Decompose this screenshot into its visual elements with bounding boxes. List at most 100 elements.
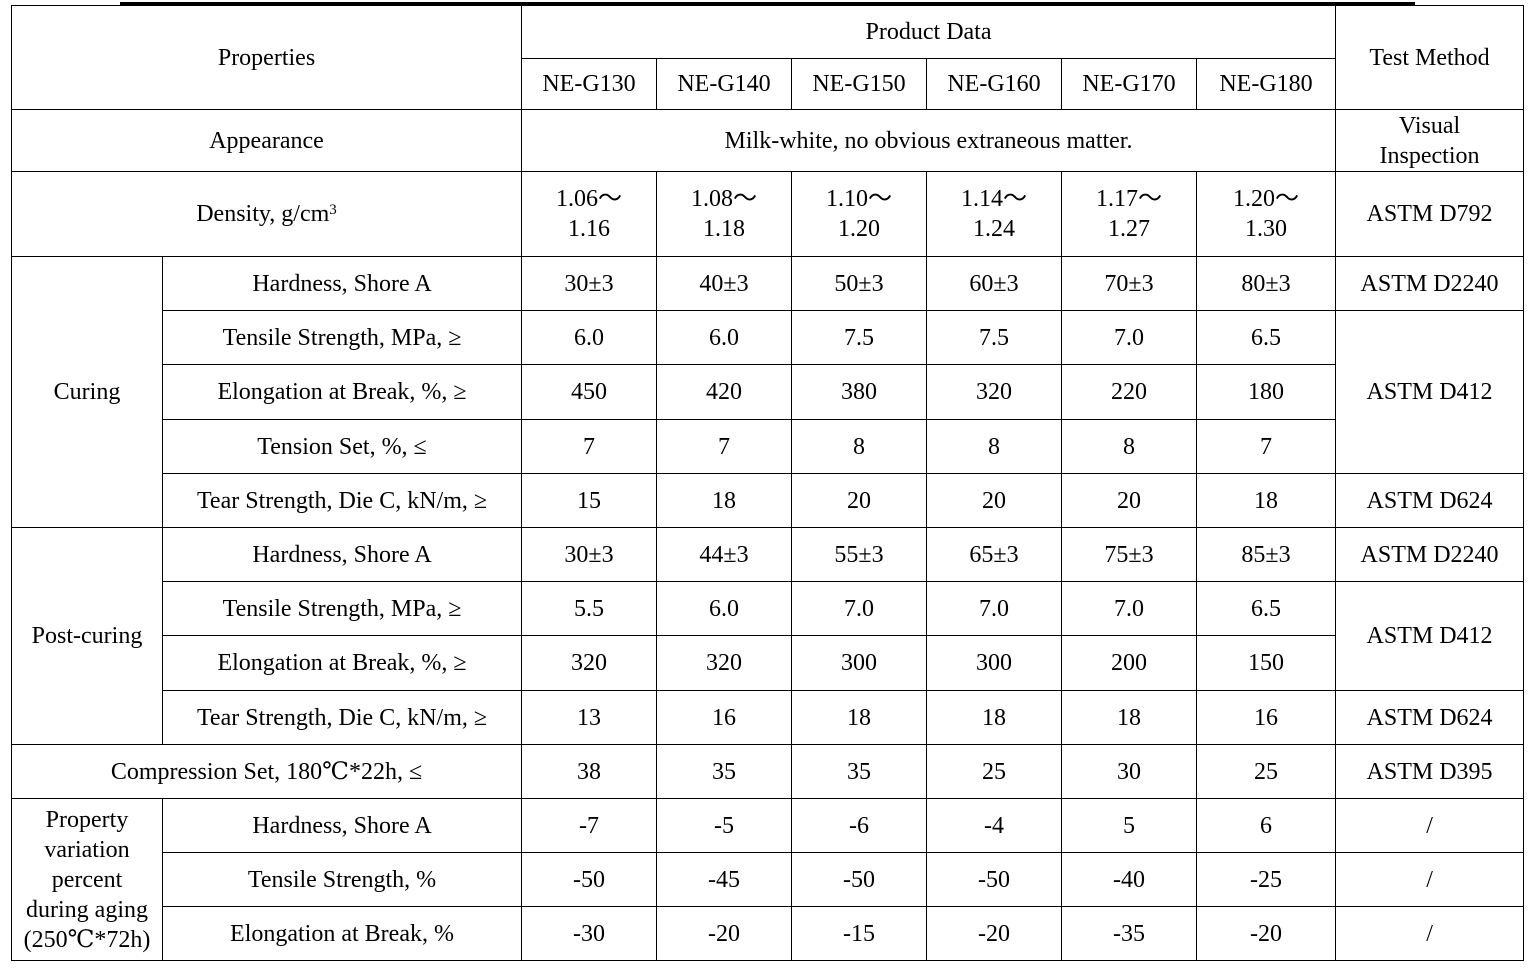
density-range: 1.06～ 1.16 — [521, 171, 657, 257]
aging-group-line: Property — [45, 806, 129, 833]
appearance-value: Milk-white, no obvious extraneous matter… — [520, 109, 1337, 172]
value-cell: 40±3 — [656, 256, 792, 311]
product-spec-table: Properties Product Data Test Method NE-G… — [11, 5, 1525, 961]
density-min: 1.08～ — [691, 186, 757, 212]
density-label: Density, g/cm3 — [11, 171, 522, 257]
test-method-cell: ASTM D2240 — [1335, 527, 1525, 582]
product-name: NE-G180 — [1195, 58, 1337, 110]
curing-property-label: Tension Set, %, ≤ — [162, 419, 522, 474]
value-cell: 75±3 — [1061, 527, 1197, 582]
value-cell: 7.5 — [791, 310, 927, 365]
value-cell: -40 — [1061, 852, 1197, 907]
density-max: 1.16 — [568, 216, 610, 242]
density-max: 1.18 — [703, 216, 745, 242]
test-method-cell: ASTM D624 — [1335, 473, 1525, 528]
appearance-label: Appearance — [11, 109, 522, 172]
value-cell: 15 — [521, 473, 657, 528]
value-cell: -20 — [1195, 906, 1337, 961]
value-cell: 13 — [521, 690, 657, 745]
compression-set-row: Compression Set, 180℃*22h, ≤ 38 35 35 25… — [11, 744, 1525, 799]
value-cell: 55±3 — [791, 527, 927, 582]
product-name: NE-G130 — [521, 58, 657, 110]
density-min: 1.10～ — [826, 186, 892, 212]
density-range: 1.20～ 1.30 — [1195, 171, 1337, 257]
curing-property-label: Hardness, Shore A — [162, 256, 522, 311]
value-cell: 5 — [1061, 798, 1197, 853]
top-rule — [120, 2, 1415, 5]
value-cell: 85±3 — [1195, 527, 1337, 582]
aging-property-label: Elongation at Break, % — [162, 906, 522, 961]
test-method-cell: ASTM D2240 — [1335, 256, 1525, 311]
test-method-header: Test Method — [1335, 5, 1525, 110]
density-range: 1.10～ 1.20 — [791, 171, 927, 257]
density-label-sup: 3 — [329, 202, 337, 218]
value-cell: 25 — [1195, 744, 1337, 799]
appearance-row: Appearance Milk-white, no obvious extran… — [11, 109, 1525, 172]
test-method-cell: / — [1335, 906, 1525, 961]
product-name: NE-G140 — [656, 58, 792, 110]
density-max: 1.30 — [1245, 216, 1288, 242]
curing-row: Curing Hardness, Shore A 30±3 40±3 50±3 … — [11, 256, 1525, 528]
curing-property-label: Tear Strength, Die C, kN/m, ≥ — [162, 473, 522, 528]
value-cell: 70±3 — [1061, 256, 1197, 311]
value-cell: -50 — [791, 852, 927, 907]
value-cell: 25 — [926, 744, 1062, 799]
value-cell: 7 — [1195, 419, 1337, 474]
value-cell: 80±3 — [1195, 256, 1337, 311]
value-cell: 7.0 — [926, 581, 1062, 636]
density-min: 1.17～ — [1096, 186, 1162, 212]
value-cell: 6.0 — [521, 310, 657, 365]
value-cell: -35 — [1061, 906, 1197, 961]
value-cell: 320 — [521, 635, 657, 691]
test-method-cell: ASTM D412 — [1335, 581, 1525, 691]
value-cell: 220 — [1061, 364, 1197, 420]
header-row-2: NE-G130 NE-G140 NE-G150 NE-G160 NE-G170 … — [12, 58, 1524, 110]
aging-property-label: Hardness, Shore A — [162, 798, 522, 853]
value-cell: -15 — [791, 906, 927, 961]
aging-row: Property variation percent during aging … — [11, 798, 1525, 961]
appearance-method-line1: Visual — [1398, 112, 1461, 139]
value-cell: 300 — [926, 635, 1062, 691]
aging-group-line: percent — [51, 866, 123, 893]
density-min: 1.20～ — [1233, 186, 1300, 212]
curing-property-label: Elongation at Break, %, ≥ — [162, 364, 522, 420]
curing-row: Tensile Strength, MPa, ≥ 6.0 6.0 7.5 7.5… — [12, 310, 1525, 474]
value-cell: 5.5 — [521, 581, 657, 636]
value-cell: 50±3 — [791, 256, 927, 311]
post-curing-row: Post-curing Hardness, Shore A 30±3 44±3 … — [11, 527, 1525, 745]
value-cell: -20 — [656, 906, 792, 961]
value-cell: 20 — [791, 473, 927, 528]
value-cell: 30±3 — [521, 527, 657, 582]
value-cell: 6.5 — [1195, 581, 1337, 636]
value-cell: 16 — [1195, 690, 1337, 745]
test-method-cell: / — [1335, 852, 1525, 907]
curing-row: Elongation at Break, %, ≥ 450 420 380 32… — [12, 364, 1524, 420]
value-cell: 30±3 — [521, 256, 657, 311]
value-cell: -45 — [656, 852, 792, 907]
product-name: NE-G170 — [1061, 58, 1197, 110]
post-curing-row: Tear Strength, Die C, kN/m, ≥ 13 16 18 1… — [12, 690, 1525, 745]
density-min: 1.14～ — [961, 186, 1027, 212]
value-cell: 320 — [926, 364, 1062, 420]
value-cell: 150 — [1195, 635, 1337, 691]
value-cell: 7.5 — [926, 310, 1062, 365]
value-cell: 6.5 — [1195, 310, 1337, 365]
value-cell: -6 — [791, 798, 927, 853]
appearance-method-line2: Inspection — [1379, 142, 1480, 169]
test-method-cell: ASTM D624 — [1335, 690, 1525, 745]
density-range: 1.14～ 1.24 — [926, 171, 1062, 257]
value-cell: 7.0 — [1061, 310, 1197, 365]
value-cell: 18 — [1195, 473, 1337, 528]
value-cell: 6.0 — [656, 310, 792, 365]
value-cell: 16 — [656, 690, 792, 745]
value-cell: 6 — [1195, 798, 1337, 853]
aging-row: Tensile Strength, % -50 -45 -50 -50 -40 … — [12, 852, 1525, 907]
value-cell: 300 — [791, 635, 927, 691]
value-cell: 35 — [791, 744, 927, 799]
value-cell: 180 — [1195, 364, 1337, 420]
post-curing-row: Elongation at Break, %, ≥ 320 320 300 30… — [12, 635, 1524, 691]
product-data-header: Product Data — [520, 5, 1337, 59]
value-cell: 8 — [926, 419, 1062, 474]
value-cell: -50 — [521, 852, 657, 907]
curing-row: Tear Strength, Die C, kN/m, ≥ 15 18 20 2… — [12, 473, 1525, 528]
